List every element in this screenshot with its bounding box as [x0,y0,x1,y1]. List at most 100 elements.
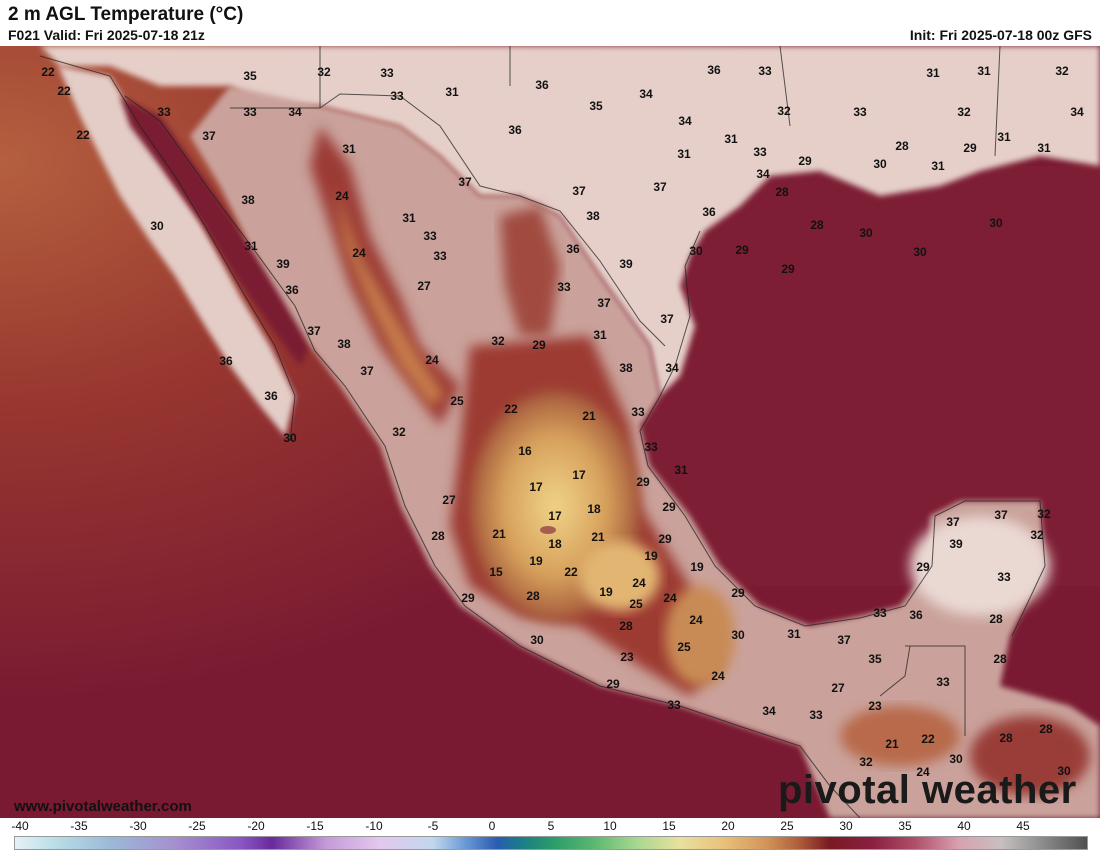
temperature-label: 38 [586,209,600,223]
temperature-label: 31 [787,627,801,641]
temperature-label: 32 [317,65,331,79]
temperature-label: 34 [288,105,302,119]
temperature-label: 21 [591,530,605,544]
temperature-label: 25 [629,597,643,611]
temperature-label: 31 [997,130,1011,144]
temperature-label: 31 [1037,141,1051,155]
temperature-label: 31 [244,239,258,253]
temperature-label: 29 [735,243,749,257]
colorbar-tick: -10 [365,819,383,833]
temperature-label: 36 [508,123,522,137]
temperature-label: 33 [853,105,867,119]
temperature-label: 34 [678,114,692,128]
temperature-label: 28 [619,619,633,633]
temperature-label: 24 [352,246,366,260]
temperature-label: 37 [946,515,960,529]
temperature-label: 22 [41,65,55,79]
temperature-label: 28 [775,185,789,199]
temperature-label: 29 [798,154,812,168]
temperature-label: 32 [777,104,791,118]
temperature-label: 24 [711,669,725,683]
temperature-label: 38 [619,361,633,375]
temperature-label: 37 [994,508,1008,522]
temperature-label: 32 [1030,528,1044,542]
colorbar-tick: 40 [957,819,971,833]
temperature-label: 28 [989,612,1003,626]
temperature-label: 30 [859,226,873,240]
colorbar-tick: -40 [11,819,29,833]
temperature-label: 24 [335,189,349,203]
temperature-label: 24 [689,613,703,627]
colorbar-tick: 5 [547,819,555,833]
temperature-label: 21 [582,409,596,423]
colorbar-gradient [14,836,1088,850]
temperature-label: 33 [433,249,447,263]
guatemala-highlands [840,706,960,766]
temperature-label: 28 [993,652,1007,666]
temperature-label: 27 [442,493,456,507]
temperature-label: 31 [677,147,691,161]
temperature-label: 31 [931,159,945,173]
colorbar-tick: -25 [188,819,206,833]
temperature-label: 21 [492,527,506,541]
temperature-label: 22 [76,128,90,142]
temperature-label: 33 [423,229,437,243]
site-url[interactable]: www.pivotalweather.com [14,798,192,815]
temperature-label: 35 [589,99,603,113]
mountain-ridge [335,186,445,406]
temperature-label: 33 [557,280,571,294]
temperature-label: 37 [837,633,851,647]
temperature-label: 31 [445,85,459,99]
temperature-label: 39 [949,537,963,551]
temperature-label: 30 [873,157,887,171]
temperature-label: 18 [587,502,601,516]
temperature-label: 37 [572,184,586,198]
temperature-label: 36 [909,608,923,622]
temperature-label: 35 [868,652,882,666]
pivotal-weather-logo: pivotal weather [778,768,1077,812]
temperature-label: 37 [653,180,667,194]
temperature-label: 19 [599,585,613,599]
temperature-label: 34 [665,361,679,375]
temperature-label: 30 [150,219,164,233]
temperature-label: 24 [632,576,646,590]
temperature-label: 36 [219,354,233,368]
boundaries [39,46,1046,818]
temperature-label: 28 [810,218,824,232]
temperature-label: 25 [450,394,464,408]
temperature-label: 24 [916,765,930,779]
temperature-label: 36 [535,78,549,92]
temperature-label: 39 [276,257,290,271]
temperature-label: 23 [868,699,882,713]
yucatan-peninsula [910,516,1050,616]
temperature-map[interactable]: 22 22 22 35 32 33 33 34 33 31 36 35 34 36 33 31 31 32 33 37… [0,46,1100,818]
temperature-label: 27 [831,681,845,695]
temperature-label: 38 [337,337,351,351]
temperature-label: 19 [644,549,658,563]
lake-chapala [540,526,556,534]
init-time: Init: Fri 2025-07-18 00z GFS [909,27,1092,43]
temperature-label: 24 [425,353,439,367]
colorbar-tick: 20 [721,819,735,833]
temperature-label: 29 [916,560,930,574]
colorbar-tick: -30 [129,819,147,833]
temperature-label: 33 [243,105,257,119]
oaxaca-highlands [665,586,735,686]
temperature-label: 31 [342,142,356,156]
temperature-label: 33 [809,708,823,722]
temperature-label: 30 [530,633,544,647]
temperature-label: 38 [241,193,255,207]
temperature-label: 36 [566,242,580,256]
temperature-label: 29 [731,586,745,600]
honduras-highlands [970,716,1090,796]
colorbar-tick: 35 [898,819,912,833]
temperature-label: 36 [264,389,278,403]
temperature-label: 32 [491,334,505,348]
temperature-label: 37 [360,364,374,378]
temperature-label: 31 [402,211,416,225]
temperature-label: 29 [658,532,672,546]
temperature-label: 29 [532,338,546,352]
colorbar: -40 -35 -30 -25 -20 -15 -10 -5 0 5 10 15 20 25 30 35 40 4… [0,818,1100,850]
temperature-label: 19 [529,554,543,568]
temperature-label: 33 [157,105,171,119]
